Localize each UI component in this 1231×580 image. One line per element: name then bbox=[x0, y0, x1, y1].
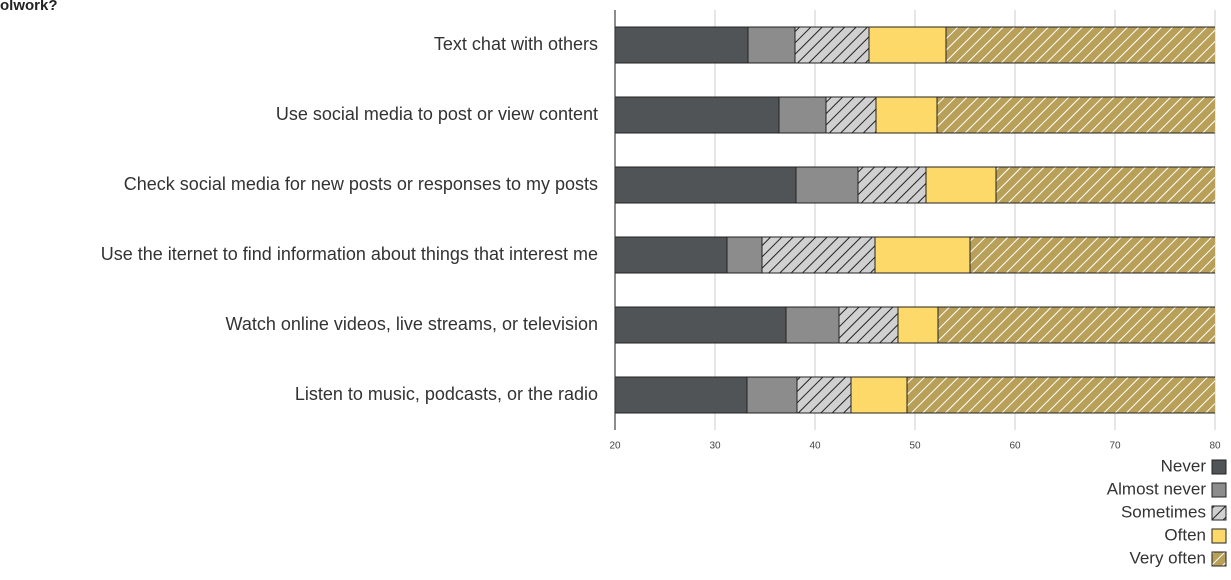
plot-area bbox=[615, 26, 1215, 414]
bar-segment bbox=[925, 166, 997, 204]
bar-hatch bbox=[794, 26, 870, 64]
bar-hatch bbox=[969, 236, 1215, 274]
legend-label: Sometimes bbox=[1121, 502, 1206, 521]
legend-label: Often bbox=[1164, 525, 1206, 544]
bar-segment bbox=[875, 96, 938, 134]
legend-hatch bbox=[1211, 551, 1227, 567]
bar-hatch bbox=[838, 306, 899, 344]
bar-hatch bbox=[761, 236, 876, 274]
category-label: Listen to music, podcasts, or the radio bbox=[295, 384, 598, 404]
bar-segment bbox=[746, 376, 798, 414]
bar-hatch bbox=[796, 376, 852, 414]
legend-label: Very often bbox=[1129, 548, 1206, 567]
x-tick-label: 50 bbox=[909, 441, 921, 452]
category-label: Check social media for new posts or resp… bbox=[124, 174, 598, 194]
legend-swatch bbox=[1211, 459, 1227, 475]
bar-segment bbox=[785, 306, 840, 344]
category-label: Use social media to post or view content bbox=[276, 104, 598, 124]
bar-hatch bbox=[995, 166, 1215, 204]
x-tick-label: 80 bbox=[1209, 441, 1221, 452]
bar-hatch bbox=[936, 96, 1215, 134]
legend-label: Almost never bbox=[1107, 479, 1207, 498]
bar-segment bbox=[726, 236, 763, 274]
x-tick-label: 60 bbox=[1009, 441, 1021, 452]
bar-hatch bbox=[937, 306, 1215, 344]
bar-segment bbox=[868, 26, 947, 64]
bar-hatch bbox=[906, 376, 1215, 414]
x-tick-label: 20 bbox=[609, 441, 621, 452]
bar-segment bbox=[850, 376, 908, 414]
category-label: Use the iternet to find information abou… bbox=[101, 244, 598, 264]
legend-swatch bbox=[1211, 528, 1227, 544]
bar-segment bbox=[897, 306, 939, 344]
chart-title: olwork? bbox=[0, 0, 58, 14]
bar-hatch bbox=[945, 26, 1215, 64]
x-tick-label: 30 bbox=[709, 441, 721, 452]
x-tick-label: 70 bbox=[1109, 441, 1121, 452]
legend-hatch bbox=[1211, 505, 1227, 521]
bar-segment bbox=[747, 26, 796, 64]
legend-swatch bbox=[1211, 482, 1227, 498]
bar-segment bbox=[795, 166, 859, 204]
bar-hatch bbox=[825, 96, 877, 134]
bar-segment bbox=[874, 236, 971, 274]
category-label: Text chat with others bbox=[434, 34, 598, 54]
bar-segment bbox=[778, 96, 827, 134]
legend-label: Never bbox=[1161, 456, 1207, 475]
bar-hatch bbox=[857, 166, 927, 204]
category-label: Watch online videos, live streams, or te… bbox=[226, 314, 599, 334]
x-tick-label: 40 bbox=[809, 441, 821, 452]
